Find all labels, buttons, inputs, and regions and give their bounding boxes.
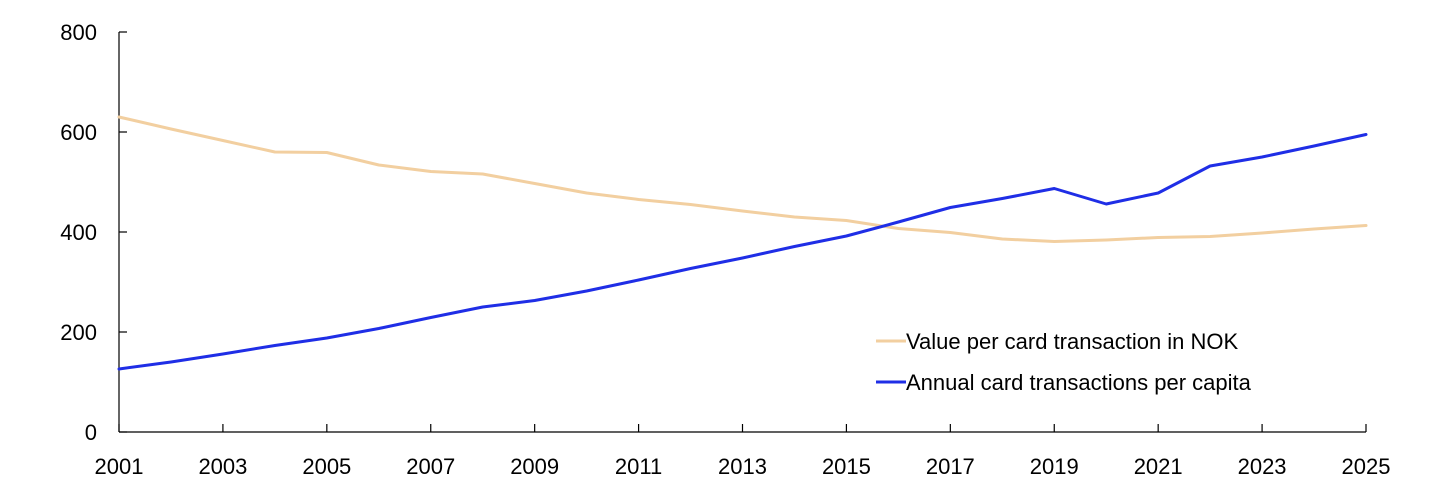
x-tick-label: 2007 — [406, 454, 455, 479]
x-tick-label: 2025 — [1342, 454, 1391, 479]
series-layer — [117, 115, 1368, 371]
x-tick-label: 2001 — [95, 454, 144, 479]
x-tick-label: 2021 — [1134, 454, 1183, 479]
y-tick-label: 600 — [60, 120, 97, 145]
y-tick-label: 200 — [60, 320, 97, 345]
y-tick-label: 0 — [85, 420, 97, 445]
x-tick-label: 2019 — [1030, 454, 1079, 479]
y-tick-label: 400 — [60, 220, 97, 245]
legend-label-2: Annual card transactions per capita — [906, 370, 1252, 395]
legend: Value per card transaction in NOK Annual … — [876, 329, 1252, 395]
series-line-2 — [117, 133, 1368, 371]
x-tick-label: 2009 — [510, 454, 559, 479]
x-tick-label: 2005 — [302, 454, 351, 479]
axes: 0 200 400 600 800 2001 2003 2005 2007 2009 2011 201… — [60, 20, 1390, 479]
x-tick-label: 2015 — [822, 454, 871, 479]
y-tick-label: 800 — [60, 20, 97, 45]
legend-label-1: Value per card transaction in NOK — [906, 329, 1239, 354]
x-tick-label: 2023 — [1238, 454, 1287, 479]
series-line-1 — [117, 115, 1368, 243]
x-tick-label: 2013 — [718, 454, 767, 479]
x-tick-label: 2017 — [926, 454, 975, 479]
x-tick-label: 2011 — [615, 454, 662, 479]
x-tick-label: 2003 — [198, 454, 247, 479]
